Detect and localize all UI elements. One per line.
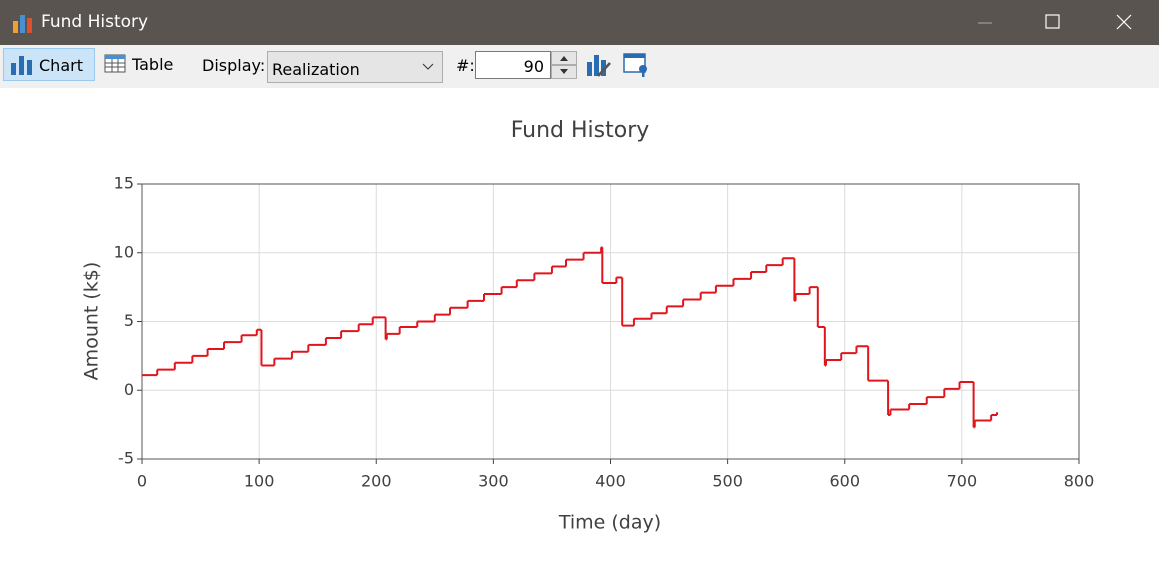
x-tick-label: 100 xyxy=(244,472,275,491)
y-tick-label: 15 xyxy=(114,174,134,193)
x-axis-label: Time (day) xyxy=(558,512,661,534)
x-tick-label: 600 xyxy=(829,472,860,491)
count-label: #: xyxy=(456,56,475,75)
chart: Fund History Time (day) Amount (k$) -505… xyxy=(81,118,1095,534)
y-tick-label: 5 xyxy=(124,311,134,330)
spinner[interactable] xyxy=(551,51,577,79)
y-tick-label: -5 xyxy=(118,449,134,468)
y-tick-label: 0 xyxy=(124,380,134,399)
window-settings-icon[interactable] xyxy=(622,52,650,78)
count-input[interactable]: 90 xyxy=(475,51,551,79)
toolbar: Chart Table Display: Realization #: 90 xyxy=(0,45,1159,88)
x-tick-label: 200 xyxy=(361,472,392,491)
x-tick-label: 400 xyxy=(595,472,626,491)
chart-icon xyxy=(11,56,32,75)
table-icon xyxy=(104,54,126,73)
app-icon xyxy=(13,15,32,33)
x-tick-label: 0 xyxy=(137,472,147,491)
y-tick-label: 10 xyxy=(114,242,134,261)
display-label: Display: xyxy=(202,56,266,75)
count-value: 90 xyxy=(523,57,544,76)
chart-button[interactable]: Chart xyxy=(3,48,95,81)
table-label: Table xyxy=(132,55,174,74)
x-tick-label: 300 xyxy=(478,472,509,491)
chart-label: Chart xyxy=(39,56,83,75)
x-tick-label: 800 xyxy=(1064,472,1095,491)
chart-title: Fund History xyxy=(511,118,650,143)
y-axis-label: Amount (k$) xyxy=(81,262,103,381)
x-tick-label: 700 xyxy=(947,472,978,491)
table-button[interactable]: Table xyxy=(100,48,180,79)
chart-settings-icon[interactable] xyxy=(586,52,612,78)
display-dropdown[interactable]: Realization xyxy=(267,51,443,83)
title-bar: Fund History xyxy=(0,0,1159,45)
dropdown-arrow xyxy=(422,63,434,70)
x-tick-label: 500 xyxy=(712,472,743,491)
window-controls[interactable] xyxy=(960,0,1159,45)
window-title: Fund History xyxy=(41,12,149,32)
plot-frame xyxy=(141,183,1080,460)
display-value: Realization xyxy=(272,60,360,79)
